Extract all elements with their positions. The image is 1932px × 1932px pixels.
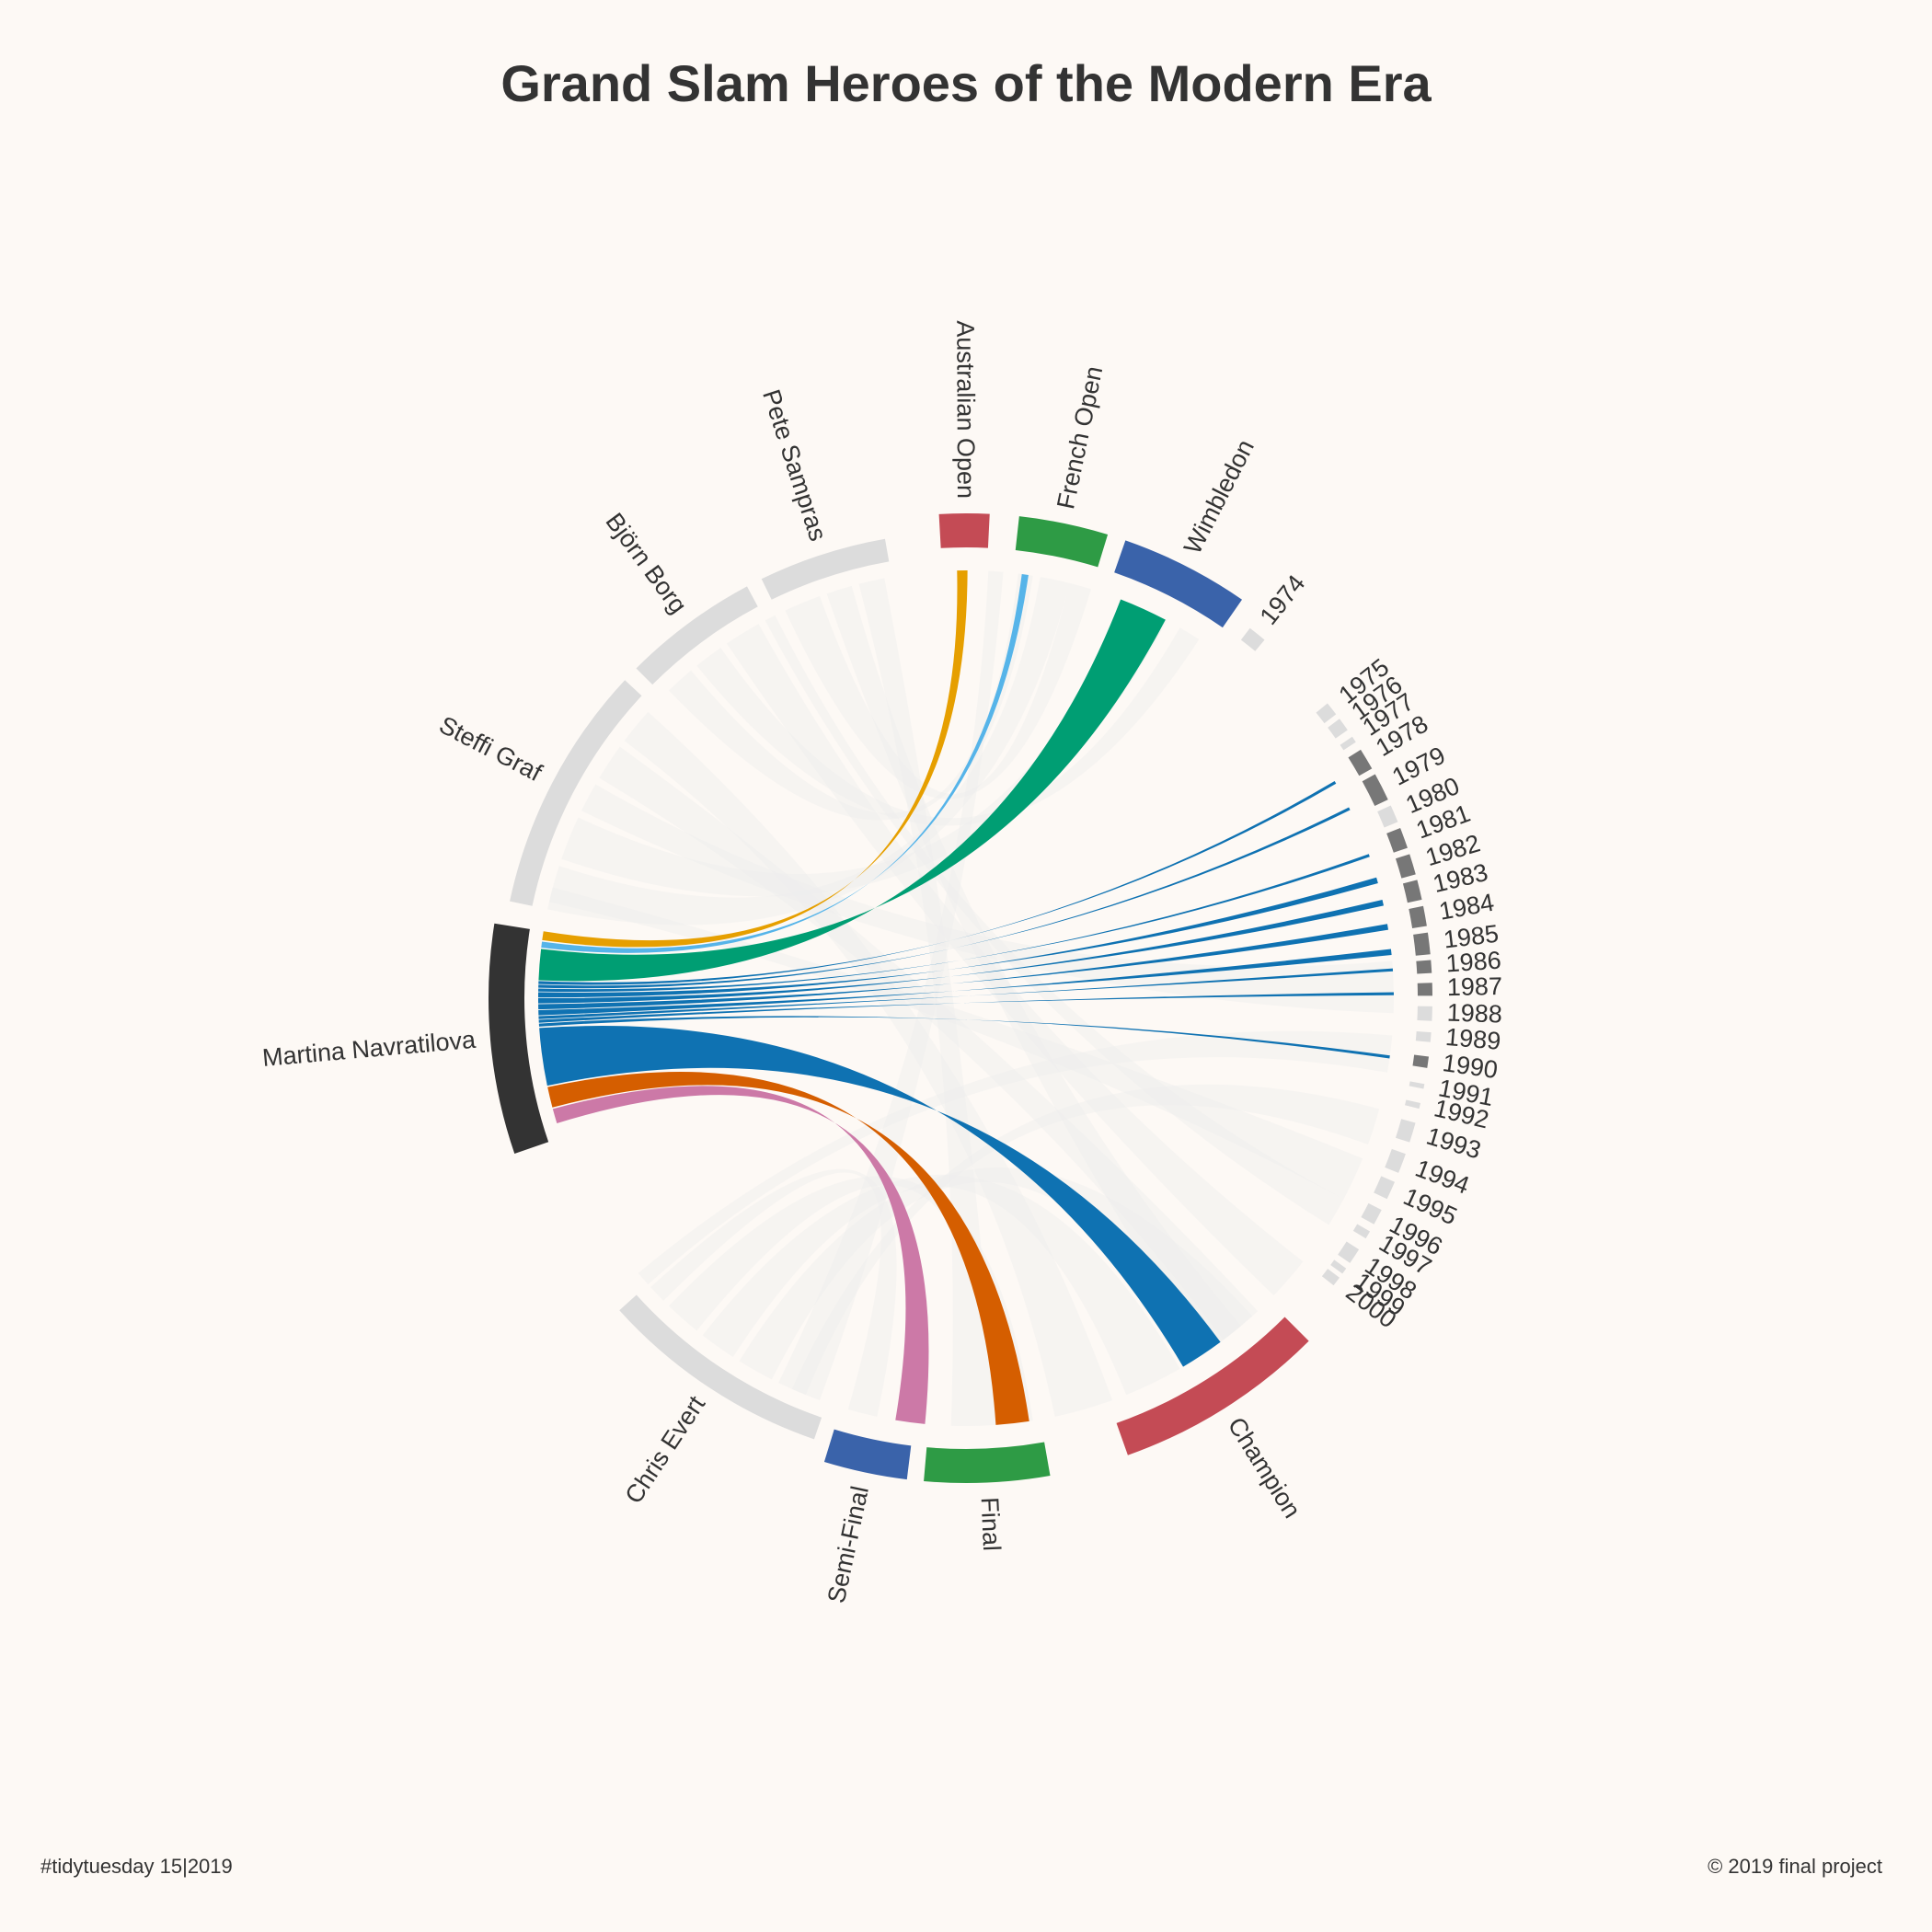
background-ribbon [650,1168,897,1417]
background-ribbon [668,1176,1033,1425]
background-ribbon [791,1084,1380,1396]
segment-1980 [1377,805,1398,828]
segment-chris-evert [619,1294,822,1440]
segment-1991 [1409,1081,1425,1089]
segment-1977 [1340,736,1356,751]
background-ribbon [548,887,1363,1200]
segment-1992 [1405,1099,1421,1110]
ribbon-navratilova-1985 [538,949,1392,1016]
segment-1993 [1395,1119,1416,1143]
segment-1976 [1328,719,1348,739]
caption-left: #tidytuesday 15|2019 [40,1855,233,1878]
background-ribbon [547,577,1070,926]
segment-1998 [1338,1241,1360,1263]
label-1974: 1974 [1254,569,1310,630]
segment-1975 [1316,703,1337,724]
segment-steffi-graf [510,680,642,906]
background-ribbon [599,746,1259,1340]
label-1987: 1987 [1447,972,1503,1001]
segment-1987 [1417,983,1432,996]
segment-1990 [1412,1054,1430,1068]
segment-arcs [488,513,1432,1483]
segment-1974 [1240,627,1265,651]
ribbon-navratilova-1986 [538,968,1394,1019]
background-ribbon [624,711,1113,1417]
segment-australian-open [938,513,990,548]
label-chris-evert: Chris Evert [620,1390,711,1508]
segment-2000 [1321,1269,1340,1286]
segment-martina-navratilova [488,923,549,1154]
label-1985: 1985 [1442,920,1500,954]
background-ribbon [638,1030,1393,1285]
label-french-open: French Open [1052,363,1108,511]
label-australian-open: Australian Open [951,320,980,499]
background-ribbon [726,624,1304,1296]
caption-right: © 2019 final project [1708,1855,1882,1878]
background-ribbon [702,1174,1180,1396]
label-steffi-graf: Steffi Graf [435,711,547,788]
segment-1996 [1361,1202,1382,1225]
ribbon-navratilova-champion [539,1026,1221,1367]
segment-1994 [1385,1148,1406,1173]
segment-1985 [1413,932,1431,956]
background-ribbon [785,582,1091,799]
segment-1983 [1402,880,1422,903]
segment-1995 [1374,1176,1396,1200]
label-final: Final [976,1497,1006,1552]
ribbon-navratilova-1987 [538,992,1394,1023]
segment-1979 [1362,774,1388,806]
segment-french-open [1015,516,1109,568]
segment-1982 [1395,854,1416,879]
segment-final [924,1442,1051,1483]
ribbon-navratilova-wimbledon [538,599,1166,982]
segment-1989 [1415,1030,1432,1042]
chart-title: Grand Slam Heroes of the Modern Era [500,54,1432,112]
label-1986: 1986 [1445,947,1502,978]
background-ribbon [668,573,1033,821]
segment-1986 [1416,960,1432,974]
label-semi-final: Semi-Final [822,1484,874,1605]
segment-pete-sampras [761,538,890,600]
label-1989: 1989 [1444,1023,1501,1055]
segment-semi-final [823,1429,912,1480]
segment-wimbledon [1114,540,1243,628]
label-bj-rn-borg: Björn Borg [600,508,692,618]
background-ribbon [581,784,1394,1014]
background-ribbon [858,578,996,1426]
segment-1981 [1386,828,1408,853]
ribbon-navratilova-1990 [538,1016,1390,1059]
background-ribbon [739,1167,1253,1380]
label-pete-sampras: Pete Sampras [757,386,832,545]
label-wimbledon: Wimbledon [1179,435,1259,558]
segment-1984 [1409,905,1427,929]
label-martina-navratilova: Martina Navratilova [261,1026,477,1072]
segment-1988 [1417,1006,1432,1021]
label-champion: Champion [1223,1412,1306,1523]
highlighted-ribbons [538,570,1394,1425]
segment-1997 [1352,1224,1371,1239]
background-ribbon [696,627,1200,826]
background-ribbon [826,585,1241,1353]
label-1988: 1988 [1446,998,1502,1028]
segment-champion [1116,1317,1309,1455]
segment-1978 [1348,749,1373,776]
segment-1999 [1330,1259,1347,1274]
segment-bj-rn-borg [636,586,758,685]
ribbon-navratilova-final [547,1072,1029,1425]
